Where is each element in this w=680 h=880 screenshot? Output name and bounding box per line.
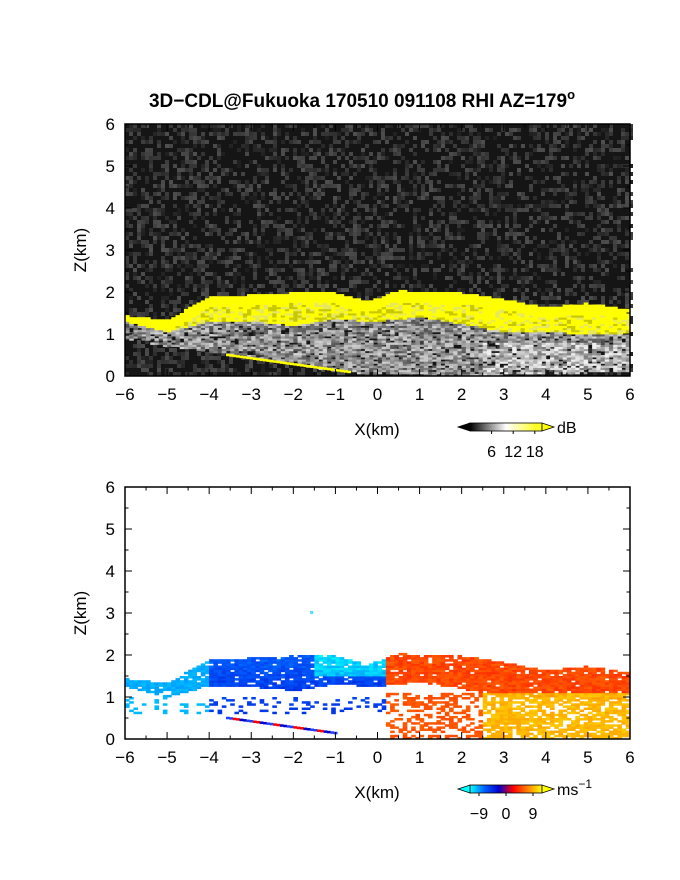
vel-xtick-label: 1 (415, 748, 424, 767)
vel-ytick-label: 2 (106, 646, 115, 665)
refl-xtick-label: 6 (625, 385, 634, 404)
refl-ylabel: Z(km) (71, 228, 90, 272)
refl-xtick-label: −6 (115, 385, 134, 404)
vel-xtick-label: 3 (499, 748, 508, 767)
refl-xtick-label: 2 (457, 385, 466, 404)
vel-colorbar: −9 0 9 ms−1 (456, 777, 592, 823)
vel-ytick-label: 1 (106, 688, 115, 707)
vel-isolated-point (310, 610, 314, 614)
vel-colorbar-tick-label: 9 (529, 806, 538, 823)
refl-xtick-label: −3 (242, 385, 261, 404)
refl-ytick-label: 5 (106, 157, 115, 176)
vel-colorbar-unit: ms−1 (557, 777, 592, 799)
vel-xtick-label: 5 (583, 748, 592, 767)
refl-plot-area (125, 124, 633, 377)
vel-xtick-label: −1 (326, 748, 345, 767)
refl-colorbar-tick-label: 12 (504, 444, 522, 461)
vel-low-streak (226, 716, 338, 735)
refl-ticks (124, 123, 631, 377)
refl-xtick-label: 3 (499, 385, 508, 404)
vel-colorbar-tick-label: 0 (502, 806, 511, 823)
refl-colorbar-bar (469, 422, 543, 432)
vel-colorbar-high-arrow (541, 784, 556, 794)
refl-colorbar-high-arrow (541, 422, 556, 432)
vel-ytick-label: 0 (106, 730, 115, 749)
vel-xtick-label: −2 (284, 748, 303, 767)
vel-colorbar-bar (469, 784, 543, 794)
vel-xlabel: X(km) (354, 783, 399, 802)
vel-xtick-label: 4 (541, 748, 550, 767)
refl-colorbar: 6 12 18 dB (456, 420, 577, 461)
vel-colorbar-tick-label: −9 (470, 806, 488, 823)
refl-ytick-label: 1 (106, 325, 115, 344)
refl-ytick-label: 3 (106, 241, 115, 260)
refl-xtick-label: −2 (284, 385, 303, 404)
vel-xtick-label: −3 (242, 748, 261, 767)
velocity-panel: −6 −5 −4 −3 −2 −1 0 1 2 3 4 5 6 0 1 2 3 4 5 6 X(km) Z(km) −9 0 9… (71, 478, 635, 823)
vel-ticks (124, 486, 631, 740)
vel-xtick-label: −4 (199, 748, 218, 767)
refl-xtick-label: −5 (157, 385, 176, 404)
vel-xtick-label: 0 (373, 748, 382, 767)
refl-colorbar-tick-label: 18 (526, 444, 544, 461)
refl-ytick-label: 0 (106, 367, 115, 386)
refl-xtick-label: 5 (583, 385, 592, 404)
refl-cloud-echo (125, 289, 631, 377)
refl-xlabel: X(km) (354, 420, 399, 439)
refl-xtick-label: −1 (326, 385, 345, 404)
refl-noise-field (125, 124, 633, 376)
refl-colorbar-tick-label: 6 (487, 444, 496, 461)
refl-colorbar-unit: dB (557, 420, 577, 437)
vel-ytick-label: 4 (106, 562, 115, 581)
vel-xtick-label: 2 (457, 748, 466, 767)
refl-ytick-label: 4 (106, 199, 115, 218)
figure-title: 3D−CDL@Fukuoka 170510 091108 RHI AZ=179o (149, 87, 575, 112)
vel-colorbar-low-arrow (456, 784, 471, 794)
refl-colorbar-low-arrow (456, 422, 471, 432)
vel-ytick-label: 3 (106, 604, 115, 623)
refl-xtick-label: 0 (373, 385, 382, 404)
vel-ytick-label: 6 (106, 478, 115, 497)
vel-ylabel: Z(km) (71, 591, 90, 635)
vel-echo (125, 652, 631, 740)
refl-xtick-label: 4 (541, 385, 550, 404)
refl-low-streak (226, 353, 351, 374)
vel-xtick-label: 6 (625, 748, 634, 767)
vel-ytick-label: 5 (106, 520, 115, 539)
refl-xtick-label: 1 (415, 385, 424, 404)
vel-xtick-label: −5 (157, 748, 176, 767)
vel-xtick-label: −6 (115, 748, 134, 767)
refl-ytick-label: 2 (106, 283, 115, 302)
vel-plot-area (125, 487, 631, 740)
refl-xtick-label: −4 (199, 385, 218, 404)
refl-ytick-label: 6 (106, 115, 115, 134)
